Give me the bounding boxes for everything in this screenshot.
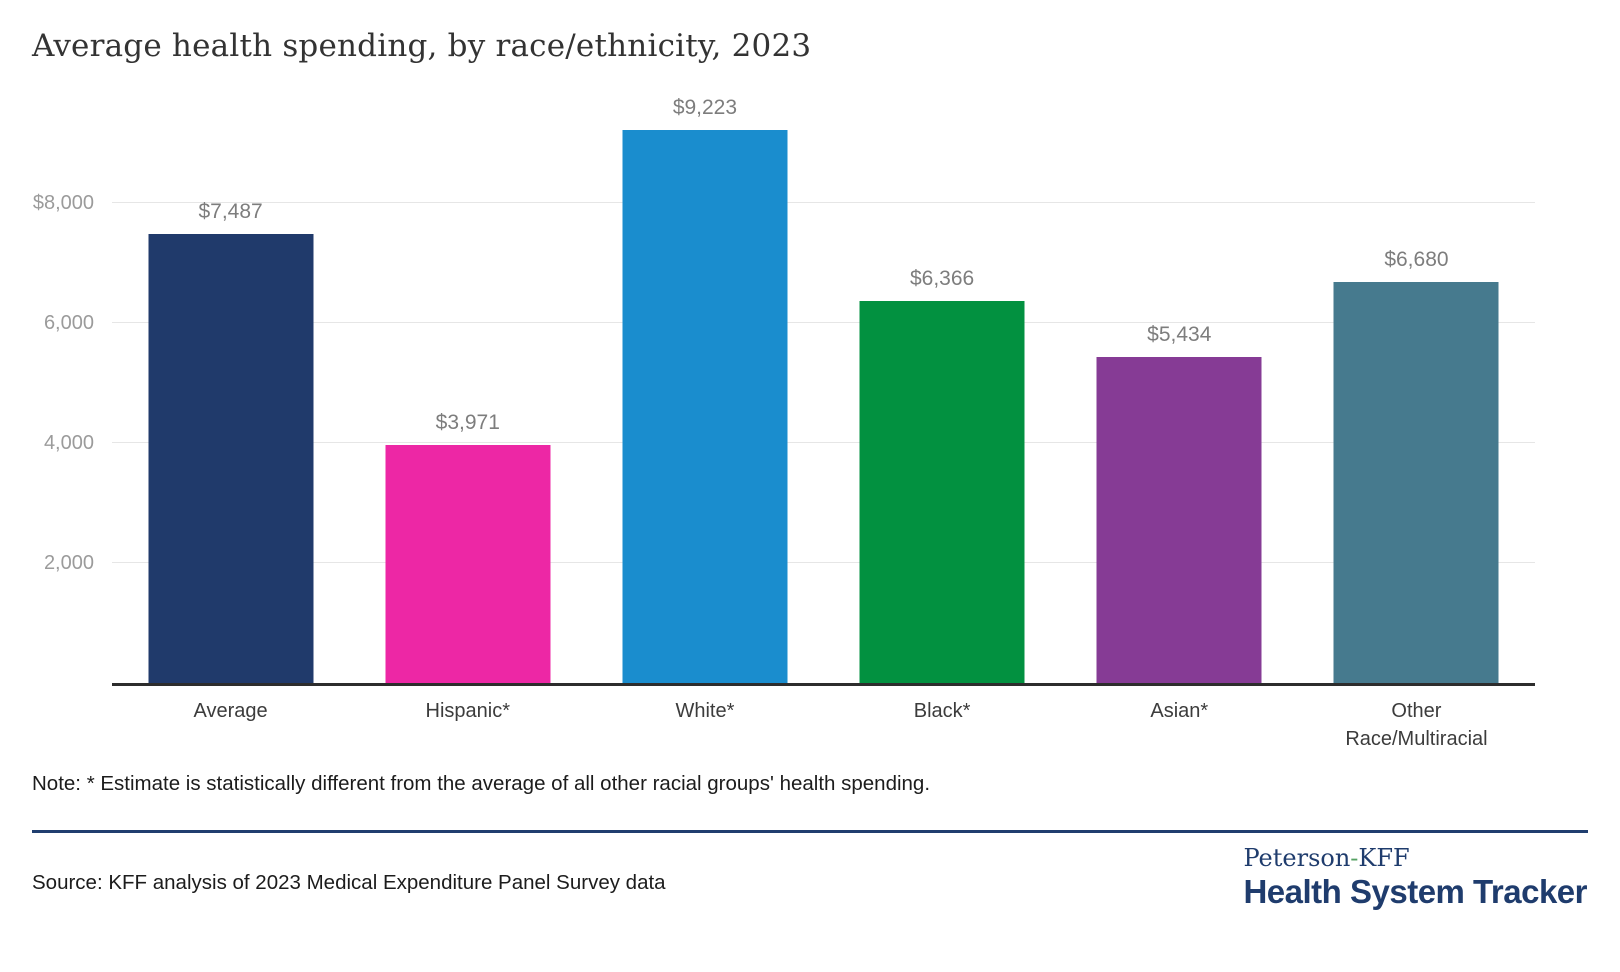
gridline-8000 bbox=[112, 202, 1535, 204]
bar-value-label: $6,680 bbox=[1384, 248, 1449, 272]
plot-area: $7,487 $3,971 $9,223 $6,366 $5,434 $6,680 bbox=[112, 85, 1535, 686]
x-axis-label: Other Race/Multiracial bbox=[1345, 700, 1488, 751]
bar[interactable] bbox=[1096, 357, 1262, 683]
chart-title: Average health spending, by race/ethnici… bbox=[32, 28, 812, 64]
bar-value-label: $3,971 bbox=[435, 410, 500, 434]
bar[interactable] bbox=[1333, 282, 1499, 683]
logo-peterson-kff: Peterson-KFF bbox=[1243, 843, 1587, 873]
bar-series: $7,487 $3,971 $9,223 $6,366 $5,434 $6,680 bbox=[112, 85, 1535, 683]
gridline-6000 bbox=[112, 322, 1535, 324]
bar-slot: $6,366 bbox=[824, 85, 1061, 683]
bar-slot: $9,223 bbox=[586, 85, 823, 683]
gridline-4000 bbox=[112, 442, 1535, 444]
x-axis-label: Average bbox=[193, 700, 268, 722]
bar-slot: $5,434 bbox=[1061, 85, 1298, 683]
y-tick-label-4000: 4,000 bbox=[43, 432, 94, 455]
health-system-tracker-logo[interactable]: Peterson-KFF Health System Tracker bbox=[1243, 843, 1587, 911]
divider-rule bbox=[32, 830, 1588, 833]
bar[interactable] bbox=[859, 301, 1025, 683]
bar[interactable] bbox=[148, 233, 314, 683]
x-axis-label: Hispanic* bbox=[425, 700, 510, 722]
footnote: Note: * Estimate is statistically differ… bbox=[32, 772, 931, 795]
x-axis-label: White* bbox=[675, 700, 735, 722]
bar-slot: $6,680 bbox=[1298, 85, 1535, 683]
bar-slot: $7,487 bbox=[112, 85, 349, 683]
y-tick-label-6000: 6,000 bbox=[43, 312, 94, 335]
y-axis: 2,000 4,000 6,000 $8,000 bbox=[0, 85, 100, 683]
gridline-2000 bbox=[112, 562, 1535, 564]
bar-value-label: $9,223 bbox=[672, 95, 738, 119]
x-axis-labels: Average Hispanic* White* Black* Asian* Other … bbox=[112, 697, 1535, 754]
logo-peterson-text: Peterson bbox=[1243, 844, 1351, 872]
y-tick-label-2000: 2,000 bbox=[43, 552, 94, 575]
y-tick-label-8000: $8,000 bbox=[32, 192, 94, 215]
bar-value-label: $6,366 bbox=[909, 267, 975, 291]
bar-slot: $3,971 bbox=[349, 85, 586, 683]
x-axis-label: Black* bbox=[913, 700, 971, 722]
bar[interactable] bbox=[622, 129, 788, 683]
x-axis-label: Asian* bbox=[1150, 700, 1209, 722]
bar-value-label: $7,487 bbox=[198, 199, 263, 223]
logo-tracker-text: Health System Tracker bbox=[1243, 873, 1587, 910]
logo-hyphen: - bbox=[1350, 844, 1359, 872]
source-text: Source: KFF analysis of 2023 Medical Exp… bbox=[32, 871, 666, 894]
bar[interactable] bbox=[385, 444, 551, 683]
logo-kff-text: KFF bbox=[1358, 844, 1410, 872]
bar-value-label: $5,434 bbox=[1147, 323, 1212, 347]
